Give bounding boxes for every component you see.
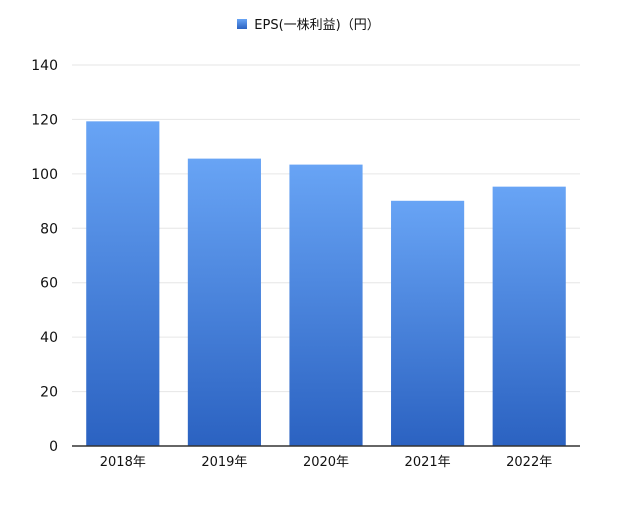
legend-label: EPS(一株利益)（円） <box>254 18 380 33</box>
y-tick-label: 140 <box>31 58 58 74</box>
bar <box>187 158 261 447</box>
bar <box>391 200 465 446</box>
bar <box>86 121 160 447</box>
y-tick-label: 60 <box>40 276 58 292</box>
x-tick-label: 2019年 <box>201 455 247 470</box>
bar <box>492 186 566 446</box>
y-tick-label: 20 <box>40 385 58 401</box>
legend: EPS(一株利益)（円） <box>0 14 617 33</box>
y-tick-label: 80 <box>40 221 58 237</box>
x-tick-label: 2022年 <box>506 455 552 470</box>
legend-swatch <box>237 18 248 29</box>
y-tick-label: 120 <box>31 112 58 128</box>
x-tick-label: 2021年 <box>405 455 451 470</box>
y-tick-label: 40 <box>40 330 58 346</box>
bar <box>289 164 363 446</box>
legend-item: EPS(一株利益)（円） <box>237 14 380 33</box>
x-tick-label: 2020年 <box>303 455 349 470</box>
y-tick-label: 100 <box>31 167 58 183</box>
y-tick-label: 0 <box>49 439 58 455</box>
x-tick-label: 2018年 <box>100 455 146 470</box>
